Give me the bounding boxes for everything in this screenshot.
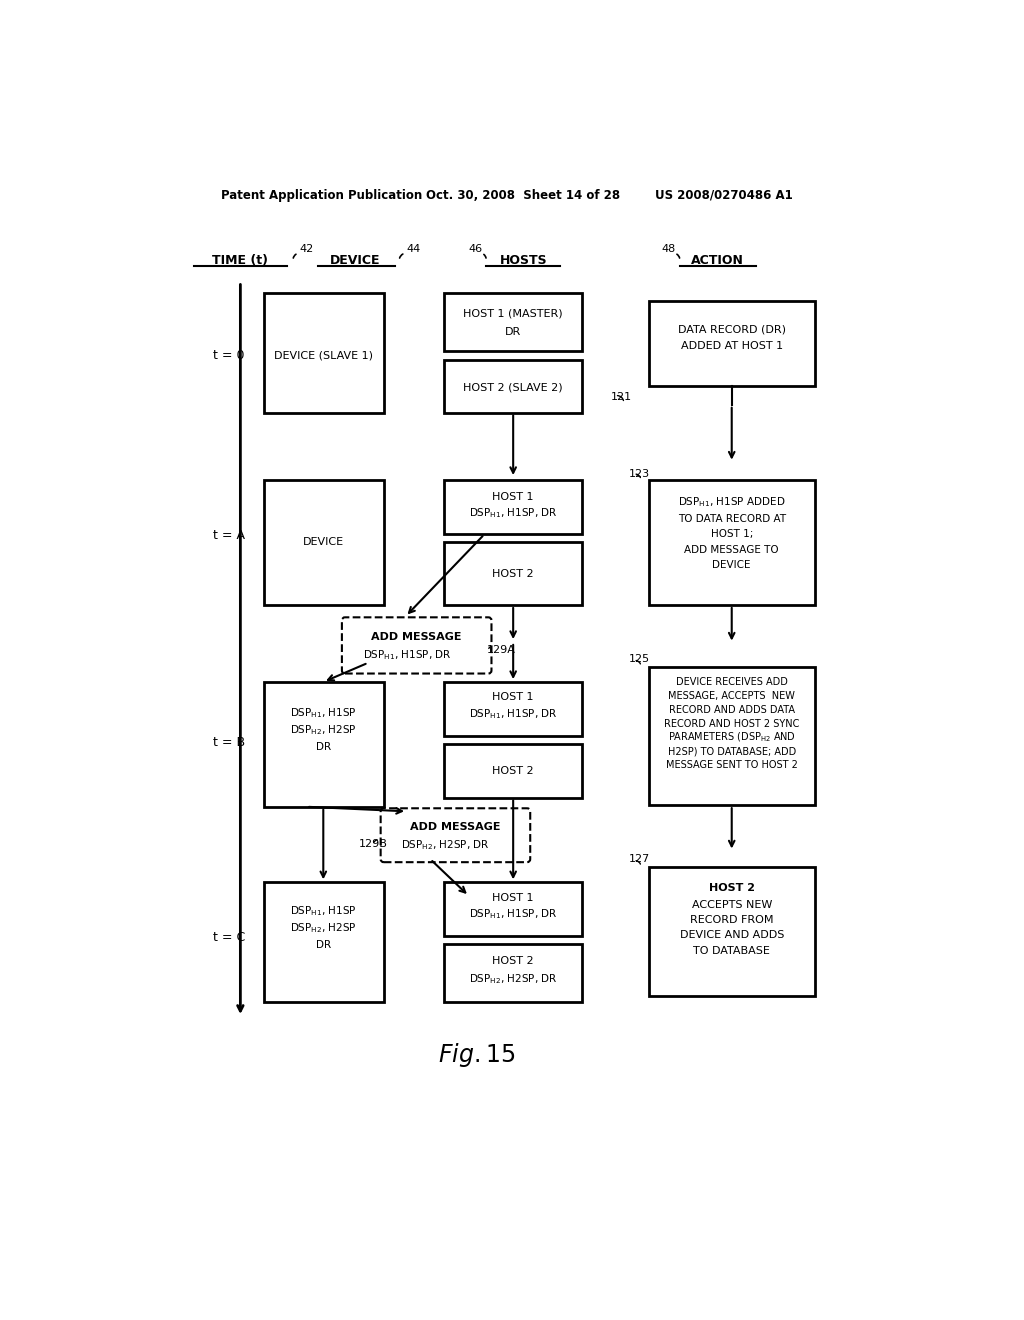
Text: t = A: t = A [213, 529, 245, 543]
Text: HOST 1: HOST 1 [493, 693, 534, 702]
Text: ADD MESSAGE TO: ADD MESSAGE TO [684, 545, 779, 554]
Text: $\mathregular{DSP_{H1}}$, H1SP, DR: $\mathregular{DSP_{H1}}$, H1SP, DR [469, 708, 557, 721]
Text: PARAMETERS (DSP$_{\mathregular{H2}}$ AND: PARAMETERS (DSP$_{\mathregular{H2}}$ AND [668, 731, 796, 744]
Text: 129A: 129A [487, 644, 516, 655]
Text: ACTION: ACTION [690, 255, 743, 268]
Text: $\mathregular{DSP_{H1}}$, H1SP ADDED: $\mathregular{DSP_{H1}}$, H1SP ADDED [678, 496, 785, 510]
Text: 123: 123 [629, 469, 650, 479]
Text: MESSAGE, ACCEPTS  NEW: MESSAGE, ACCEPTS NEW [669, 690, 796, 701]
Text: 121: 121 [611, 392, 632, 403]
Text: RECORD AND ADDS DATA: RECORD AND ADDS DATA [669, 705, 795, 714]
Text: t = 0: t = 0 [213, 348, 245, 362]
Text: HOSTS: HOSTS [500, 255, 547, 268]
Text: HOST 2: HOST 2 [493, 767, 534, 776]
Text: 48: 48 [662, 244, 675, 255]
Text: RECORD AND HOST 2 SYNC: RECORD AND HOST 2 SYNC [664, 718, 800, 729]
Text: $\mathregular{DSP_{H1}}$, H1SP, DR: $\mathregular{DSP_{H1}}$, H1SP, DR [469, 908, 557, 921]
Bar [263, 293, 384, 413]
Text: RECORD FROM: RECORD FROM [690, 915, 773, 925]
Text: $\mathregular{DSP_{H1}}$, H1SP, DR: $\mathregular{DSP_{H1}}$, H1SP, DR [362, 648, 452, 661]
Text: $\mathregular{DSP_{H2}}$, H2SP: $\mathregular{DSP_{H2}}$, H2SP [290, 921, 356, 936]
Text: HOST 1: HOST 1 [493, 492, 534, 502]
Text: ADD MESSAGE: ADD MESSAGE [410, 822, 501, 832]
Text: $\mathregular{DSP_{H2}}$, H2SP, DR: $\mathregular{DSP_{H2}}$, H2SP, DR [469, 973, 557, 986]
Text: US 2008/0270486 A1: US 2008/0270486 A1 [655, 189, 793, 202]
Text: DEVICE: DEVICE [713, 560, 751, 570]
Text: HOST 2: HOST 2 [493, 569, 534, 579]
Text: DR: DR [315, 940, 331, 950]
Text: Patent Application Publication: Patent Application Publication [221, 189, 422, 202]
Bar [444, 682, 583, 737]
Text: DR: DR [505, 326, 521, 337]
Text: HOST 2: HOST 2 [493, 956, 534, 966]
Bar [444, 743, 583, 797]
Text: 125: 125 [629, 653, 650, 664]
Text: 129B: 129B [358, 838, 387, 849]
Text: 44: 44 [407, 244, 420, 255]
Bar [649, 867, 815, 997]
Text: $\mathregular{DSP_{H1}}$, H1SP, DR: $\mathregular{DSP_{H1}}$, H1SP, DR [469, 506, 557, 520]
Text: DEVICE RECEIVES ADD: DEVICE RECEIVES ADD [676, 677, 787, 686]
Text: TIME (t): TIME (t) [212, 255, 268, 268]
Text: DEVICE: DEVICE [330, 255, 380, 268]
Text: $\mathregular{DSP_{H1}}$, H1SP: $\mathregular{DSP_{H1}}$, H1SP [290, 706, 356, 719]
Text: ADD MESSAGE: ADD MESSAGE [371, 631, 462, 642]
Text: DEVICE (SLAVE 1): DEVICE (SLAVE 1) [273, 351, 373, 360]
FancyBboxPatch shape [342, 618, 492, 673]
Text: TO DATA RECORD AT: TO DATA RECORD AT [678, 513, 785, 524]
Text: 46: 46 [468, 244, 482, 255]
Text: TO DATABASE: TO DATABASE [693, 945, 770, 956]
Bar [649, 301, 815, 385]
Text: HOST 2: HOST 2 [709, 883, 755, 894]
Bar [649, 480, 815, 605]
Bar [444, 882, 583, 936]
Text: $\mathregular{DSP_{H2}}$, H2SP, DR: $\mathregular{DSP_{H2}}$, H2SP, DR [401, 838, 490, 853]
FancyBboxPatch shape [381, 808, 530, 862]
Bar [444, 543, 583, 605]
Text: t = C: t = C [213, 931, 245, 944]
Text: 127: 127 [629, 854, 650, 865]
Bar [263, 480, 384, 605]
Text: $\mathregular{DSP_{H1}}$, H1SP: $\mathregular{DSP_{H1}}$, H1SP [290, 904, 356, 919]
Bar [444, 293, 583, 351]
Text: ACCEPTS NEW: ACCEPTS NEW [691, 899, 772, 909]
Bar [649, 667, 815, 805]
Text: DEVICE: DEVICE [303, 537, 344, 546]
Bar [263, 882, 384, 1002]
Text: MESSAGE SENT TO HOST 2: MESSAGE SENT TO HOST 2 [666, 760, 798, 770]
Text: HOST 1: HOST 1 [493, 892, 534, 903]
Bar [263, 682, 384, 807]
Bar [444, 480, 583, 535]
Text: $\mathregular{DSP_{H2}}$, H2SP: $\mathregular{DSP_{H2}}$, H2SP [290, 723, 356, 738]
Text: DATA RECORD (DR): DATA RECORD (DR) [678, 325, 785, 334]
Text: DR: DR [315, 742, 331, 752]
Bar [444, 360, 583, 413]
Text: ADDED AT HOST 1: ADDED AT HOST 1 [681, 342, 782, 351]
Text: $\it{Fig. 15}$: $\it{Fig. 15}$ [438, 1041, 515, 1069]
Text: HOST 1;: HOST 1; [711, 529, 753, 539]
Text: HOST 1 (MASTER): HOST 1 (MASTER) [464, 309, 563, 319]
Text: 42: 42 [299, 244, 313, 255]
Text: Oct. 30, 2008  Sheet 14 of 28: Oct. 30, 2008 Sheet 14 of 28 [426, 189, 621, 202]
Bar [444, 944, 583, 1002]
Text: t = B: t = B [213, 735, 245, 748]
Text: HOST 2 (SLAVE 2): HOST 2 (SLAVE 2) [464, 381, 563, 392]
Text: H2SP) TO DATABASE; ADD: H2SP) TO DATABASE; ADD [668, 746, 796, 756]
Text: DEVICE AND ADDS: DEVICE AND ADDS [680, 931, 784, 940]
